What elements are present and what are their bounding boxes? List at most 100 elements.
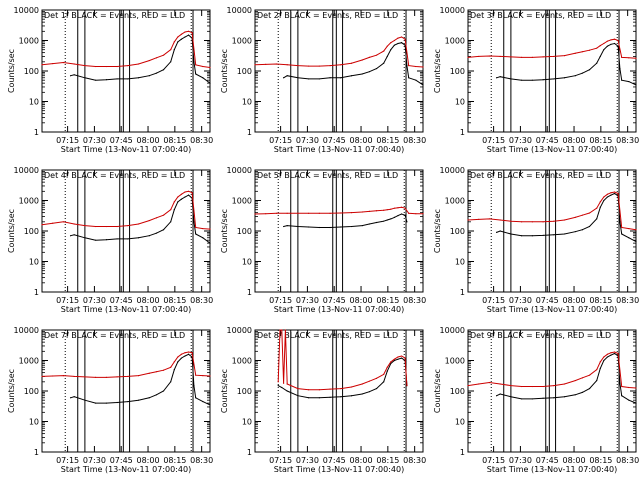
data-point-lld: [180, 193, 183, 195]
data-point-lld: [279, 329, 281, 331]
x-tick-label: 08:00: [137, 136, 160, 145]
data-point-lld: [563, 219, 566, 221]
x-tick-label: 08:30: [616, 136, 639, 145]
data-point-events: [286, 225, 288, 227]
data-point-events: [148, 397, 150, 399]
data-point-events: [340, 226, 342, 228]
data-point-events: [84, 237, 86, 239]
y-tick-label: 100: [450, 227, 465, 236]
data-point-lld: [187, 30, 190, 32]
data-point-events: [386, 55, 388, 58]
data-point-lld: [581, 377, 583, 379]
data-point-lld: [170, 366, 172, 368]
data-point-events: [361, 225, 363, 227]
data-point-lld: [383, 50, 385, 52]
data-point-events: [563, 233, 566, 235]
data-point-events: [173, 369, 175, 371]
data-point-lld: [73, 63, 75, 65]
y-axis-label: Counts/sec: [7, 209, 16, 253]
data-point-events: [350, 395, 353, 397]
data-point-lld: [617, 352, 619, 355]
data-point-events: [368, 223, 370, 225]
plot-frame: [254, 329, 424, 453]
data-point-events: [542, 234, 544, 236]
data-point-lld: [173, 361, 175, 363]
data-point-events: [180, 198, 183, 200]
data-point-lld: [563, 383, 566, 385]
data-point-events: [599, 55, 601, 58]
x-tick-label: 08:00: [563, 456, 586, 465]
data-point-events: [390, 49, 392, 51]
data-point-lld: [606, 353, 609, 355]
data-point-events: [599, 206, 601, 208]
chart-title: Det 8f BLACK = Events, RED = LLD: [257, 331, 398, 340]
data-point-events: [599, 367, 601, 370]
y-axis-label: Counts/sec: [220, 49, 229, 93]
x-tick-label: 07:30: [83, 136, 106, 145]
data-point-lld: [613, 351, 616, 353]
data-point-events: [596, 379, 598, 382]
data-point-lld: [340, 64, 342, 66]
x-tick-label: 08:00: [350, 456, 373, 465]
data-point-lld: [116, 376, 118, 378]
series-line-events: [496, 352, 637, 404]
data-point-events: [105, 402, 107, 404]
plot-frame: [41, 329, 211, 453]
data-point-events: [297, 225, 299, 228]
data-point-events: [606, 45, 609, 47]
data-point-lld: [155, 371, 157, 373]
data-point-events: [116, 238, 118, 240]
data-point-events: [531, 79, 533, 81]
data-point-lld: [329, 388, 331, 390]
x-axis-label: Start Time (13-Nov-11 07:00:40): [274, 145, 404, 154]
data-point-lld: [581, 214, 583, 216]
y-axis-label: Counts/sec: [433, 49, 442, 93]
y-tick-label: 100: [24, 67, 39, 76]
data-point-lld: [297, 212, 299, 214]
data-point-lld: [84, 225, 86, 227]
y-tick-label: 1: [460, 128, 465, 137]
y-axis-label: Counts/sec: [433, 209, 442, 253]
series-line-lld: [467, 351, 637, 389]
x-tick-label: 07:45: [110, 456, 133, 465]
data-point-events: [73, 74, 75, 76]
x-axis-label: Start Time (13-Nov-11 07:00:40): [487, 305, 617, 314]
data-point-lld: [105, 376, 107, 378]
data-point-lld: [361, 211, 363, 213]
data-point-events: [531, 398, 533, 400]
plot-frame: [41, 9, 211, 133]
data-point-lld: [137, 223, 140, 225]
data-point-events: [406, 221, 408, 223]
data-point-lld: [415, 213, 417, 215]
data-point-lld: [340, 387, 342, 390]
data-point-lld: [613, 191, 616, 193]
data-point-lld: [127, 65, 129, 67]
chart-panel-4: Det 4f BLACK = Events, RED = LLD 1 10 100 10…: [7, 166, 213, 314]
plot-frame: [467, 329, 637, 453]
data-point-lld: [599, 361, 601, 363]
y-tick-label: 100: [24, 387, 39, 396]
y-tick-label: 10000: [440, 166, 465, 175]
y-axis-label: Counts/sec: [7, 369, 16, 413]
y-tick-label: 100: [237, 227, 252, 236]
x-tick-label: 07:45: [536, 136, 559, 145]
data-point-lld: [375, 377, 378, 379]
data-point-lld: [297, 387, 299, 390]
y-axis-label: Counts/sec: [7, 49, 16, 93]
series-line-lld: [254, 206, 423, 215]
x-tick-label: 07:45: [110, 296, 133, 305]
series-line-lld: [467, 38, 637, 59]
data-point-lld: [308, 389, 310, 391]
x-tick-label: 07:15: [56, 456, 79, 465]
data-point-events: [617, 45, 619, 47]
y-tick-label: 100: [237, 387, 252, 396]
data-point-lld: [397, 207, 399, 209]
data-point-lld: [606, 193, 609, 195]
data-point-events: [553, 78, 555, 80]
data-point-lld: [499, 383, 501, 385]
data-point-events: [281, 386, 283, 389]
data-point-events: [329, 226, 331, 229]
data-point-events: [375, 67, 378, 70]
data-point-events: [635, 84, 637, 86]
data-point-lld: [202, 374, 204, 377]
